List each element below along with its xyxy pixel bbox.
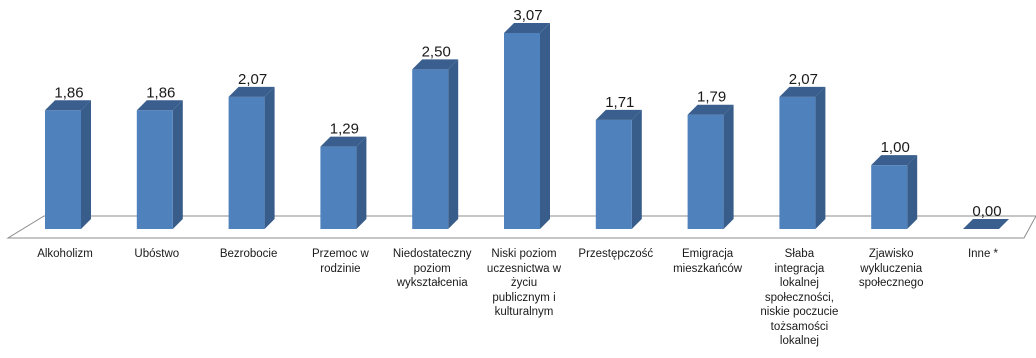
value-label-9: 1,00: [881, 139, 910, 156]
bar-front-9: [871, 165, 908, 229]
category-label-line: lokalnej: [779, 335, 819, 347]
category-label-line: mieszkańców: [673, 262, 743, 275]
bar-5: [504, 23, 550, 229]
bar-top-2: [228, 86, 275, 97]
value-label-10: 0,00: [972, 203, 1001, 220]
value-label-5: 3,07: [513, 7, 542, 24]
category-label-line: wykluczenia: [860, 262, 923, 275]
category-label-2: Bezrobocie: [201, 247, 297, 262]
category-label-line: Zjawisko: [868, 248, 914, 260]
category-label-line: Słaba: [784, 248, 815, 260]
value-label-7: 1,79: [697, 89, 726, 106]
category-label-6: Przestępczość: [568, 247, 664, 262]
category-label-line: niskie poczucie: [760, 306, 839, 318]
category-label-7: Emigracja mieszkańców: [660, 247, 756, 276]
category-label-line: Przemoc w: [311, 248, 369, 260]
bar-2: [228, 86, 275, 229]
value-label-0: 1,86: [54, 84, 83, 101]
value-label-2: 2,07: [238, 71, 267, 88]
bar-front-1: [136, 110, 173, 229]
bar-front-3: [320, 146, 357, 229]
bar-side-7: [723, 104, 734, 229]
bar-front-8: [779, 96, 816, 229]
bar-top-3: [320, 136, 367, 147]
bar-10: [963, 219, 1009, 229]
bar-1: [136, 100, 183, 229]
bar-side-4: [448, 59, 459, 229]
category-label-line: Niski poziom: [491, 248, 557, 260]
bar-3: [320, 136, 367, 229]
bar-top-9: [871, 155, 918, 166]
bar-4: [412, 59, 459, 230]
category-label-8: Słaba integracja lokalnej społeczności, nisk…: [751, 247, 847, 349]
category-label-1: Ubóstwo: [109, 247, 205, 262]
bar-top-0: [45, 100, 91, 111]
value-label-1: 1,86: [146, 84, 175, 101]
category-label-line: Alkoholizm: [37, 248, 93, 260]
category-label-line: życiu: [510, 277, 538, 289]
category-label-5: Niski poziom uczesnictwa w życiu publicznym…: [476, 247, 572, 320]
bar-side-2: [264, 86, 275, 229]
category-label-line: Emigracja: [682, 248, 734, 260]
bar-front-2: [228, 96, 265, 229]
bar-6: [595, 109, 642, 229]
bar-side-9: [907, 155, 918, 229]
category-label-3: Przemoc w rodzinie: [292, 247, 388, 276]
category-label-line: wykształcenia: [396, 277, 468, 289]
category-label-line: kulturalnym: [494, 306, 554, 318]
category-label-4: Niedostateczny poziom wykształcenia: [384, 247, 480, 291]
value-label-3: 1,29: [330, 121, 359, 138]
bar-7: [687, 104, 734, 229]
category-label-line: Przestępczość: [578, 248, 654, 260]
category-label-line: poziom: [413, 262, 451, 275]
category-label-line: integracja: [774, 262, 825, 275]
bar-front-7: [687, 114, 724, 229]
bar-side-6: [631, 109, 642, 229]
category-label-line: rodzinie: [320, 262, 361, 275]
category-label-0: Alkoholizm: [17, 247, 113, 262]
bar-front-6: [595, 119, 632, 229]
bar-top-7: [687, 104, 734, 115]
bar-front-4: [412, 69, 449, 230]
bar-9: [871, 155, 918, 229]
category-label-9: Zjawisko wykluczenia społecznego: [843, 247, 939, 291]
bar-0: [45, 100, 91, 229]
value-label-8: 2,07: [789, 71, 818, 88]
bar-side-3: [356, 136, 367, 229]
category-label-line: społeczności,: [764, 291, 834, 304]
bar-top-4: [412, 59, 459, 70]
bar-top-6: [595, 109, 642, 120]
bar-top-8: [779, 86, 826, 97]
category-label-line: Inne *: [967, 248, 999, 260]
bar-top-1: [136, 100, 183, 111]
bars-group: [45, 23, 1009, 230]
bar-side-1: [172, 100, 183, 229]
category-label-line: uczesnictwa w: [486, 262, 562, 275]
category-label-line: społecznego: [858, 277, 924, 289]
value-label-4: 2,50: [422, 43, 451, 60]
category-label-line: Bezrobocie: [219, 248, 278, 260]
category-label-line: tożsamości: [770, 320, 829, 333]
category-label-line: lokalnej: [779, 277, 819, 289]
bar-8: [779, 86, 826, 229]
bar-front-0: [45, 110, 81, 229]
category-label-line: Niedostateczny: [392, 248, 472, 260]
category-label-10: Inne *: [935, 247, 1031, 262]
bar-top-10: [963, 219, 1009, 229]
bar-top-5: [504, 23, 550, 33]
bar-side-0: [81, 100, 91, 229]
value-label-6: 1,71: [605, 94, 634, 111]
bar-front-5: [504, 33, 540, 229]
value-labels-group: 1,86 1,86 2,07 1,29 2,50 3,07 1,71 1,79 2,07 1,00…: [54, 7, 1001, 220]
category-label-line: Ubóstwo: [134, 248, 180, 260]
bar-side-8: [815, 86, 826, 229]
bar-side-5: [540, 23, 550, 229]
category-label-line: publicznym i: [492, 291, 556, 304]
